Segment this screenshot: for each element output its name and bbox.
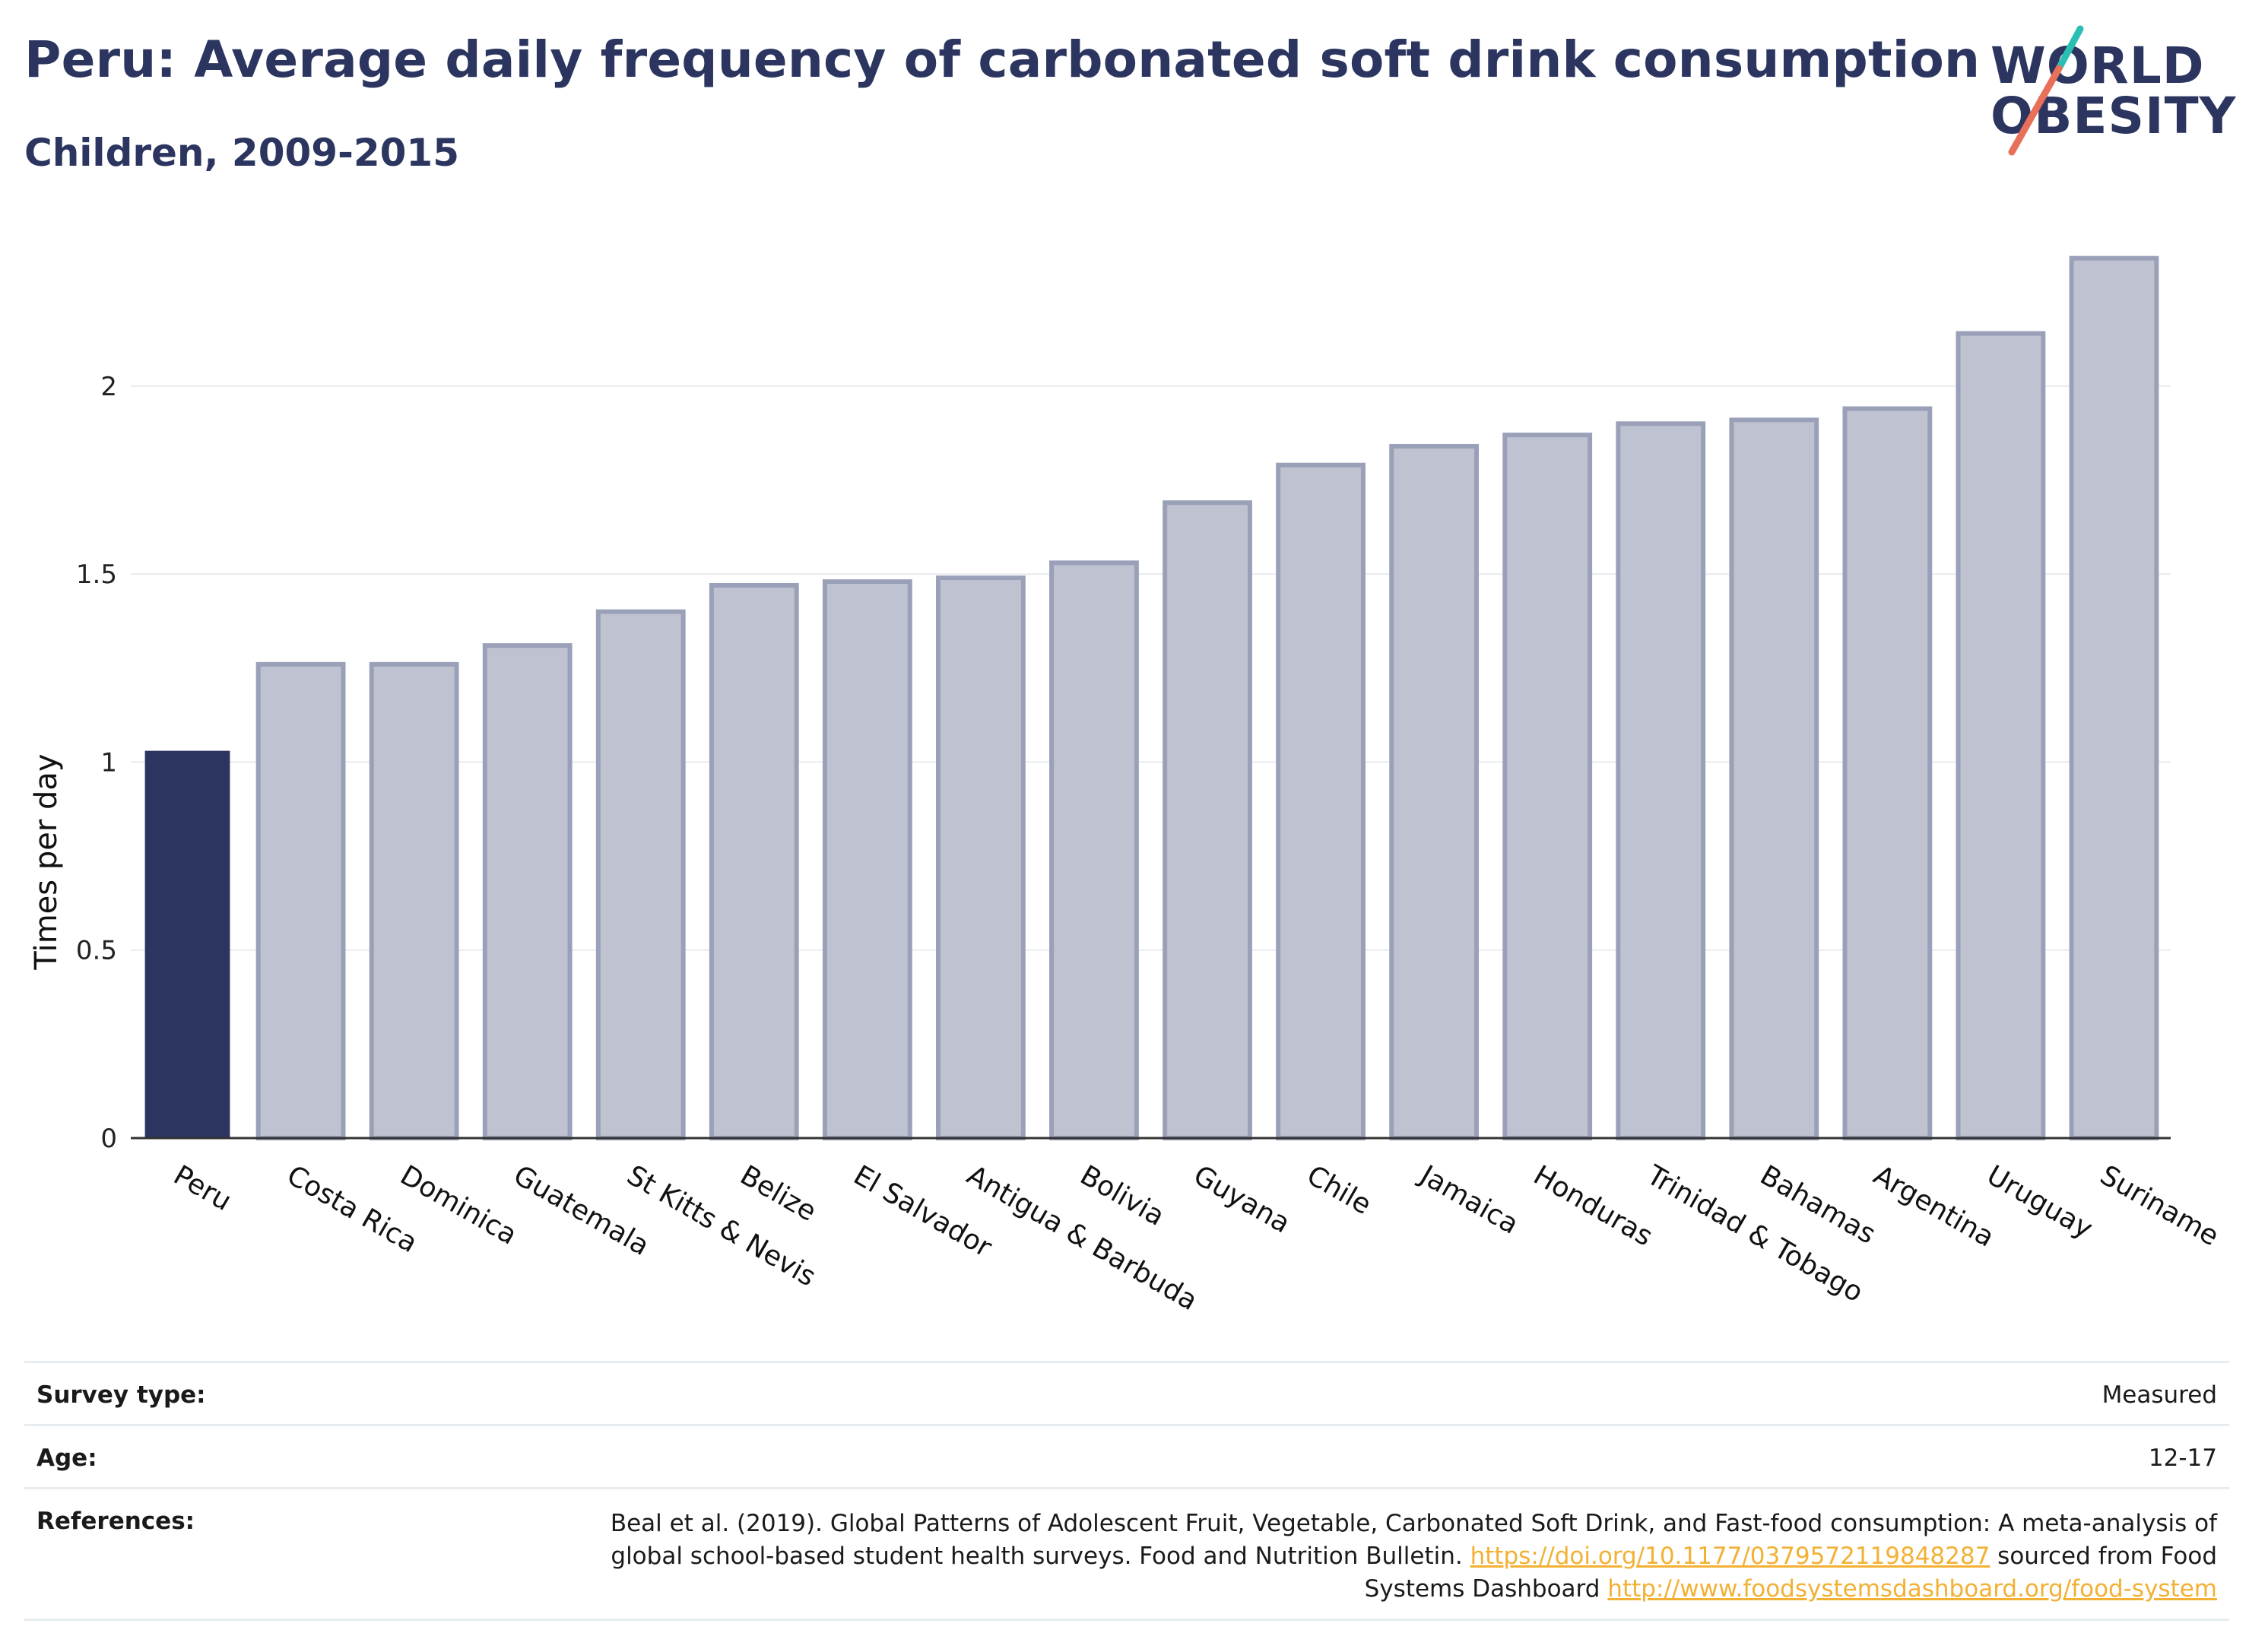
food-systems-dashboard-link[interactable]: http://www.foodsystemsdashboard.org/food… [1607,1575,2217,1603]
bar-dominica [369,661,459,1140]
bar-costa-rica [255,661,346,1140]
references-label: References: [36,1508,195,1535]
bar-antigua-barbuda [936,576,1026,1140]
bar-jamaica [1389,443,1480,1140]
bar-argentina [1842,406,1933,1140]
references-row: References: Beal et al. (2019). Global P… [24,1487,2229,1621]
y-tick-label: 1 [100,747,117,778]
x-tick-label: St Kitts & Nevis [621,1159,820,1292]
x-tick-label: Uruguay [1981,1159,2098,1245]
y-tick-label: 1.5 [76,560,117,590]
x-tick-label: Jamaica [1413,1159,1524,1240]
survey-type-label: Survey type: [36,1381,206,1409]
bar-suriname [2069,255,2159,1140]
reference-text-2: sourced from Food Systems Dashboard [1364,1543,2217,1603]
bars [144,255,2159,1141]
chart-subtitle: Children, 2009-2015 [24,131,459,175]
x-tick-label: Trinidad & Tobago [1641,1159,1868,1308]
logo-word-world: WORLD [1990,36,2205,95]
grid-lines [131,385,2171,951]
bar-trinidad-tobago [1616,421,1706,1140]
x-tick-label: Suriname [2095,1159,2224,1252]
y-axis-title: Times per day [29,753,64,970]
bar-st-kitts-nevis [595,609,686,1140]
bar-guatemala [482,643,573,1140]
y-tick-label: 0.5 [76,936,117,966]
doi-link[interactable]: https://doi.org/10.1177/0379572119848287 [1470,1543,1990,1570]
x-tick-label: Chile [1302,1159,1377,1221]
reference-text: Beal et al. (2019). Global Patterns of A… [610,1510,2217,1570]
bar-chile [1276,462,1366,1140]
bar-bolivia [1049,560,1139,1141]
x-tick-label: Argentina [1868,1159,2000,1253]
age-row: Age: 12-17 [24,1424,2229,1487]
survey-type-value: Measured [2101,1381,2217,1409]
bar-guyana [1163,500,1252,1140]
bar-belize [709,582,799,1140]
x-tick-label: Guyana [1188,1159,1296,1239]
x-tick-label: Belize [735,1159,822,1227]
y-tick-label: 2 [100,372,117,402]
references-value: Beal et al. (2019). Global Patterns of A… [582,1508,2217,1606]
bar-honduras [1502,433,1593,1141]
x-tick-label: Peru [168,1159,236,1217]
chart-title: Peru: Average daily frequency of carbona… [24,30,1981,89]
logo-slash-icon [2008,25,2084,156]
info-table: Survey type: Measured Age: 12-17 Referen… [24,1361,2229,1621]
bar-el-salvador [822,579,912,1140]
survey-type-row: Survey type: Measured [24,1361,2229,1424]
x-tick-label: Honduras [1528,1159,1657,1252]
x-tick-label: Bolivia [1075,1159,1170,1232]
world-obesity-logo: WORLD OBESITY [1990,21,2241,158]
bar-uruguay [1956,331,2046,1140]
y-tick-label: 0 [100,1124,117,1154]
bar-peru [144,750,230,1138]
age-value: 12-17 [2148,1444,2217,1472]
bar-bahamas [1729,417,1819,1140]
age-label: Age: [36,1444,97,1472]
